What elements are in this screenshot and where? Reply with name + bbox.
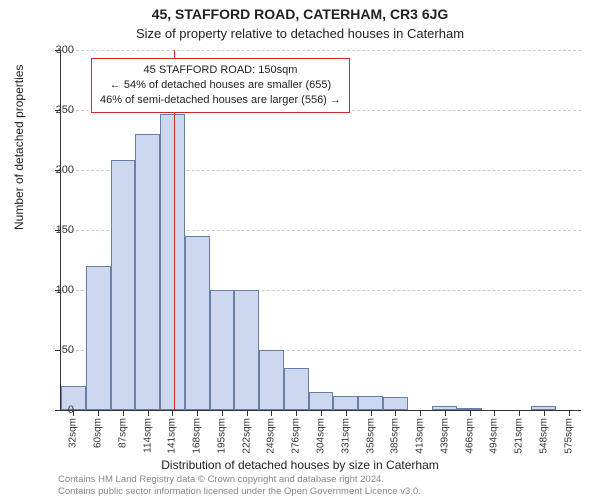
grid-line: [61, 50, 581, 51]
x-tick: [296, 410, 297, 416]
x-tick: [494, 410, 495, 416]
x-tick: [247, 410, 248, 416]
y-tick: [55, 410, 61, 411]
y-axis-title: Number of detached properties: [12, 65, 26, 230]
y-tick-label: 50: [62, 344, 74, 356]
x-tick: [420, 410, 421, 416]
histogram-bar: [135, 134, 160, 410]
annotation-line-3: 46% of semi-detached houses are larger (…: [100, 93, 341, 108]
annotation-line-1: 45 STAFFORD ROAD: 150sqm: [100, 63, 341, 78]
histogram-bar: [185, 236, 210, 410]
x-tick: [321, 410, 322, 416]
x-tick: [519, 410, 520, 416]
histogram-bar: [358, 396, 383, 410]
x-tick: [197, 410, 198, 416]
credit-line-2: Contains public sector information licen…: [58, 486, 421, 498]
chart-subtitle: Size of property relative to detached ho…: [0, 26, 600, 41]
y-tick-label: 300: [56, 44, 74, 56]
histogram-bar: [210, 290, 235, 410]
y-tick-label: 100: [56, 284, 74, 296]
x-tick: [172, 410, 173, 416]
histogram-bar: [234, 290, 259, 410]
y-tick-label: 150: [56, 224, 74, 236]
x-axis-title: Distribution of detached houses by size …: [0, 458, 600, 472]
histogram-bar: [160, 114, 185, 410]
y-tick-label: 200: [56, 164, 74, 176]
histogram-bar: [111, 160, 136, 410]
histogram-bar: [309, 392, 334, 410]
credit-text: Contains HM Land Registry data © Crown c…: [58, 474, 421, 498]
y-tick-label: 0: [68, 404, 74, 416]
histogram-bar: [333, 396, 358, 410]
y-tick: [55, 350, 61, 351]
x-tick: [395, 410, 396, 416]
x-tick: [445, 410, 446, 416]
histogram-bar: [86, 266, 111, 410]
x-tick: [222, 410, 223, 416]
annotation-box: 45 STAFFORD ROAD: 150sqm← 54% of detache…: [91, 58, 350, 113]
annotation-line-2: ← 54% of detached houses are smaller (65…: [100, 78, 341, 93]
x-tick: [271, 410, 272, 416]
x-tick: [148, 410, 149, 416]
x-tick: [98, 410, 99, 416]
chart-title: 45, STAFFORD ROAD, CATERHAM, CR3 6JG: [0, 6, 600, 22]
credit-line-1: Contains HM Land Registry data © Crown c…: [58, 474, 421, 486]
x-tick: [569, 410, 570, 416]
histogram-bar: [284, 368, 309, 410]
x-tick: [371, 410, 372, 416]
plot-area: 32sqm60sqm87sqm114sqm141sqm168sqm195sqm2…: [60, 50, 581, 411]
x-tick: [123, 410, 124, 416]
histogram-bar: [259, 350, 284, 410]
chart-container: 45, STAFFORD ROAD, CATERHAM, CR3 6JG Siz…: [0, 0, 600, 500]
x-tick: [544, 410, 545, 416]
histogram-bar: [383, 397, 408, 410]
x-tick: [470, 410, 471, 416]
x-tick: [346, 410, 347, 416]
y-tick-label: 250: [56, 104, 74, 116]
